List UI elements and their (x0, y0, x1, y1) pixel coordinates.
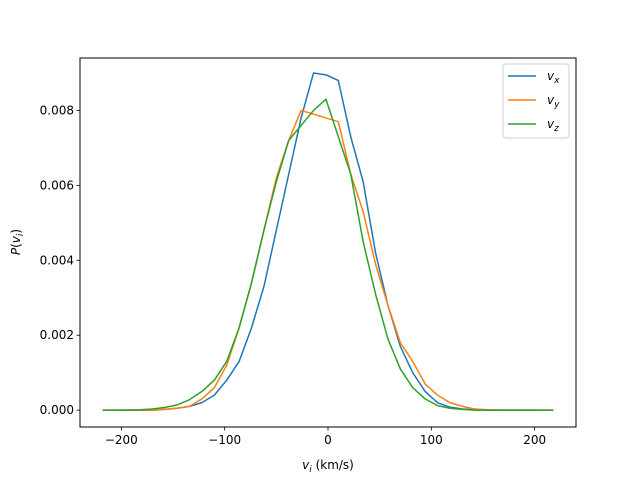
y-tick-label: 0.000 (40, 403, 74, 417)
x-axis: −200 −100 0 100 200 (105, 427, 546, 447)
series-line-vy (102, 109, 554, 411)
x-tick-label: 0 (324, 433, 332, 447)
x-tick-label: −200 (105, 433, 138, 447)
x-tick-label: 100 (420, 433, 443, 447)
legend-label: vy (547, 93, 560, 110)
y-tick-label: 0.002 (40, 328, 74, 342)
legend-label: vz (547, 117, 559, 134)
series-line-vx (114, 72, 537, 411)
y-tick-label: 0.006 (40, 178, 74, 192)
y-axis-label: P(vi) (9, 229, 26, 255)
x-axis-label: vi (km/s) (302, 458, 354, 475)
x-tick-label: −100 (208, 433, 241, 447)
plot-lines (102, 72, 554, 411)
series-line-vz (102, 98, 554, 411)
x-tick-label: 200 (523, 433, 546, 447)
legend: vx vy vz (502, 63, 570, 139)
y-tick-label: 0.008 (40, 103, 74, 117)
plot-frame (79, 57, 577, 428)
y-tick-label: 0.004 (40, 253, 74, 267)
legend-box (502, 63, 570, 139)
y-axis: 0.000 0.002 0.004 0.006 0.008 (40, 103, 80, 417)
legend-label: vx (547, 69, 560, 86)
